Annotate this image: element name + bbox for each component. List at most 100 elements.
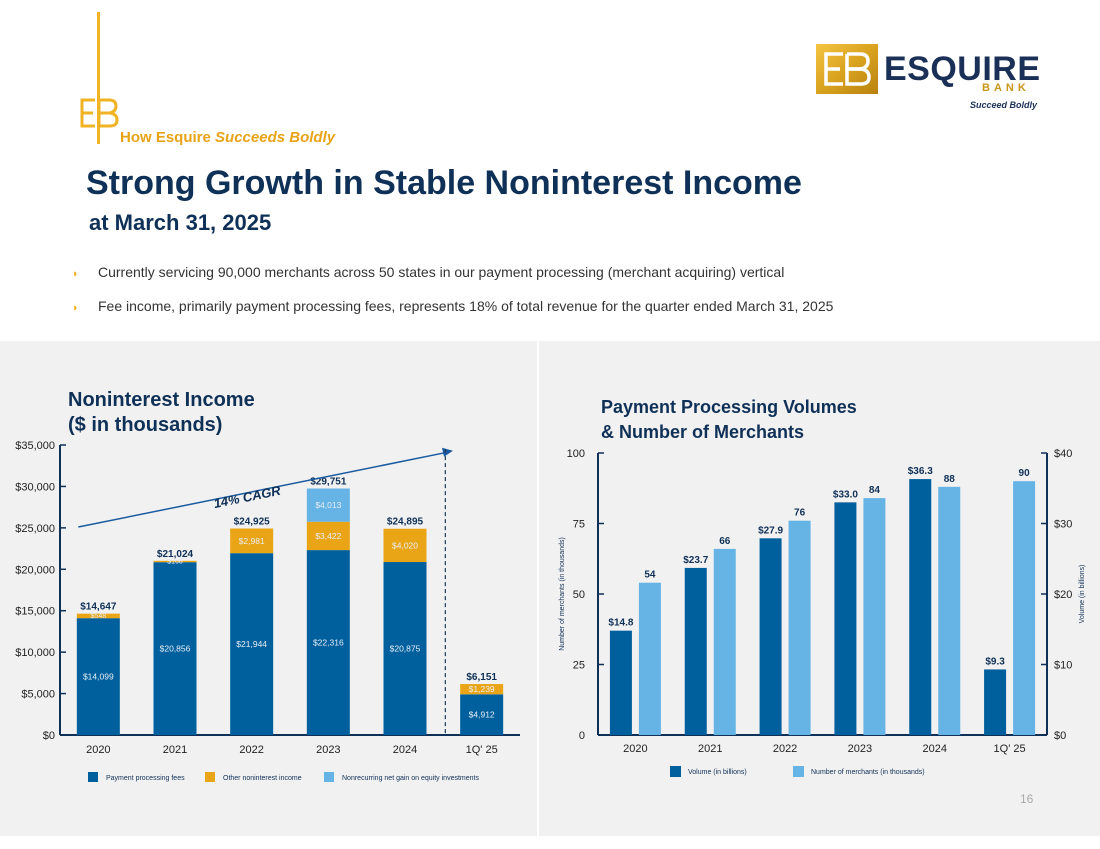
brand-motto: Succeed Boldly [970,100,1038,110]
bar-total-label: $6,151 [466,672,497,683]
bar-total-label: $24,895 [387,517,424,528]
volume-bar [759,538,782,735]
bar-total-label: $24,925 [234,516,271,527]
bar-segment [460,684,504,695]
page-subtitle: at March 31, 2025 [89,210,272,235]
eb-monogram-icon [80,98,119,128]
x-tick-label: 2023 [848,743,872,755]
bar-segment [76,618,120,735]
volume-data-label: $27.9 [758,525,783,536]
bar-segment [153,562,197,735]
noninterest-income-panel: Noninterest Income ($ in thousands) $0 $5,0… [0,341,537,836]
bar-data-label: $21,944 [236,639,267,649]
chart-title: Noninterest Income [68,389,255,411]
legend-swatch [205,772,215,782]
esquire-logo-icon [816,44,878,94]
bar-data-label: $3,422 [315,531,341,541]
bar-total-label: $21,024 [157,549,194,560]
merchants-data-label: 54 [644,570,656,581]
x-tick-label: 1Q' 25 [994,743,1026,755]
y-tick-label: $20,000 [15,564,55,576]
bullet-item: ◗ Fee income, primarily payment processin… [72,298,834,314]
bar-segment [460,694,504,735]
bullet-marker-icon: ◗ [72,268,79,280]
merchants-bar [788,520,811,735]
bar-segment [383,562,427,735]
y-tick-label: $25,000 [15,523,55,535]
x-tick-label: 2024 [923,743,947,755]
bullet-marker-icon: ◗ [72,302,79,314]
x-tick-label: 2022 [773,743,797,755]
payment-volumes-panel: Payment Processing Volumes & Number of Me… [539,341,1100,836]
legend-label: Other noninterest income [223,775,302,782]
merchants-data-label: 88 [944,474,956,485]
volume-bar [909,479,932,735]
right-tick-label: $40 [1054,448,1072,460]
bar-segment [306,521,350,551]
y-tick-label: $0 [43,730,55,742]
right-tick-label: $0 [1054,730,1066,742]
volume-bar [834,502,857,735]
merchants-data-label: 84 [869,485,881,496]
chart-title: ($ in thousands) [68,414,222,436]
page-number: 16 [1020,792,1034,806]
y-tick-label: $35,000 [15,440,55,452]
bar-segment [230,553,274,735]
payment-volumes-chart: Payment Processing Volumes & Number of Me… [559,397,1086,777]
noninterest-income-chart: Noninterest Income ($ in thousands) $0 $5,0… [15,389,520,782]
bar-data-label: $20,856 [160,644,191,654]
bar-data-label: $4,020 [392,540,418,550]
tagline: How Esquire Succeeds Boldly [120,129,336,146]
x-tick-label: 2021 [163,744,187,756]
legend-label: Nonrecurring net gain on equity investme… [342,775,479,782]
merchants-bar [638,582,661,735]
left-tick-label: 25 [573,660,585,672]
bar-segment [383,528,427,563]
brand-bank: BANK [982,82,1030,94]
cagr-arrow-head-icon [442,447,453,457]
bar-segment [76,613,120,619]
bar-data-label: $168 [167,558,183,565]
volume-data-label: $23.7 [683,555,708,566]
legend-label: Payment processing fees [106,775,185,782]
bar-data-label: $2,981 [239,536,265,546]
bar-data-label: $4,013 [315,500,341,510]
y-tick-label: $5,000 [21,689,55,701]
bar-data-label: $22,316 [313,638,344,648]
bar-data-label: $14,099 [83,672,114,682]
right-tick-label: $20 [1054,589,1072,601]
merchants-bar [863,498,886,735]
legend-label: Volume (in billions) [688,769,747,776]
y-tick-label: $15,000 [15,606,55,618]
legend-swatch [88,772,98,782]
y-tick-label: $30,000 [15,481,55,493]
cagr-annotation: 14% CAGR [212,483,282,511]
right-axis-label: Volume (in billions) [1079,565,1086,624]
chart-title: Payment Processing Volumes [601,397,857,417]
left-tick-label: 0 [579,730,585,742]
brand-name: ESQUIRE [884,50,1041,88]
merchants-data-label: 90 [1019,468,1031,479]
left-tick-label: 100 [567,448,585,460]
x-tick-label: 2020 [86,744,110,756]
legend-swatch [324,772,334,782]
bar-total-label: $29,751 [310,476,347,487]
volume-bar [609,630,632,735]
x-tick-label: 2022 [239,744,263,756]
volume-data-label: $14.8 [608,618,633,629]
merchants-bar [1013,481,1036,735]
x-tick-label: 2020 [623,743,647,755]
bar-data-label: $20,875 [390,644,421,654]
header-accent-line [97,12,100,144]
legend-swatch [670,766,681,777]
x-tick-label: 1Q' 25 [466,744,498,756]
page-title: Strong Growth in Stable Noninterest Inco… [86,164,802,202]
bar-data-label: $4,912 [469,710,495,720]
bar-data-label: $1,239 [469,684,495,694]
merchants-data-label: 66 [719,536,731,547]
bullet-item: ◗ Currently servicing 90,000 merchants ac… [72,264,785,280]
right-tick-label: $10 [1054,660,1072,672]
merchants-data-label: 76 [794,508,806,519]
bar-data-label: $548 [91,613,107,620]
x-tick-label: 2021 [698,743,722,755]
